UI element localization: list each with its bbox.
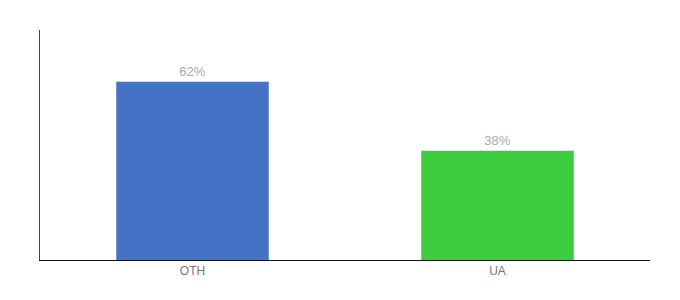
svg-text:38%: 38% bbox=[484, 133, 510, 148]
svg-text:OTH: OTH bbox=[180, 264, 205, 278]
svg-text:62%: 62% bbox=[179, 64, 205, 79]
svg-text:UA: UA bbox=[489, 264, 506, 278]
